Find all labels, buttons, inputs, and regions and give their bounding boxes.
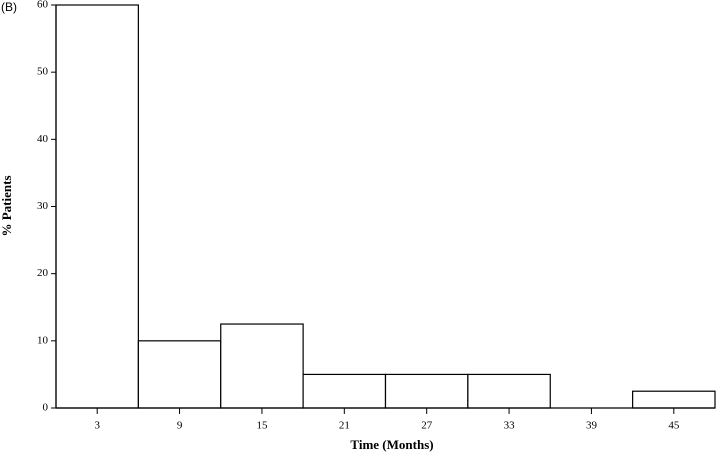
x-tick-label: 39 [586,420,598,432]
bar [384,373,469,409]
y-tick-label: 0 [43,402,49,414]
x-tick-label: 33 [504,420,516,432]
bar [632,390,716,409]
y-tick-label: 30 [37,200,49,212]
y-tick-label: 40 [37,133,49,145]
x-axis-title: Time (Months) [350,437,433,452]
y-tick-label: 10 [37,334,49,346]
bar [220,323,304,409]
y-tick-label: 50 [37,66,49,78]
y-tick-label: 60 [37,0,49,11]
bar [302,373,387,409]
bar [467,373,551,409]
y-tick-label: 20 [37,267,49,279]
x-tick-label: 9 [177,420,183,432]
x-tick-label: 21 [339,420,350,432]
x-tick-label: 45 [668,420,680,432]
x-tick-label: 27 [421,420,433,432]
bar [137,340,222,409]
panel-label: (B) [1,0,17,14]
x-tick-label: 15 [256,420,268,432]
bar [55,4,139,409]
x-tick-label: 3 [94,420,100,432]
y-axis-title: % Patients [0,175,14,236]
